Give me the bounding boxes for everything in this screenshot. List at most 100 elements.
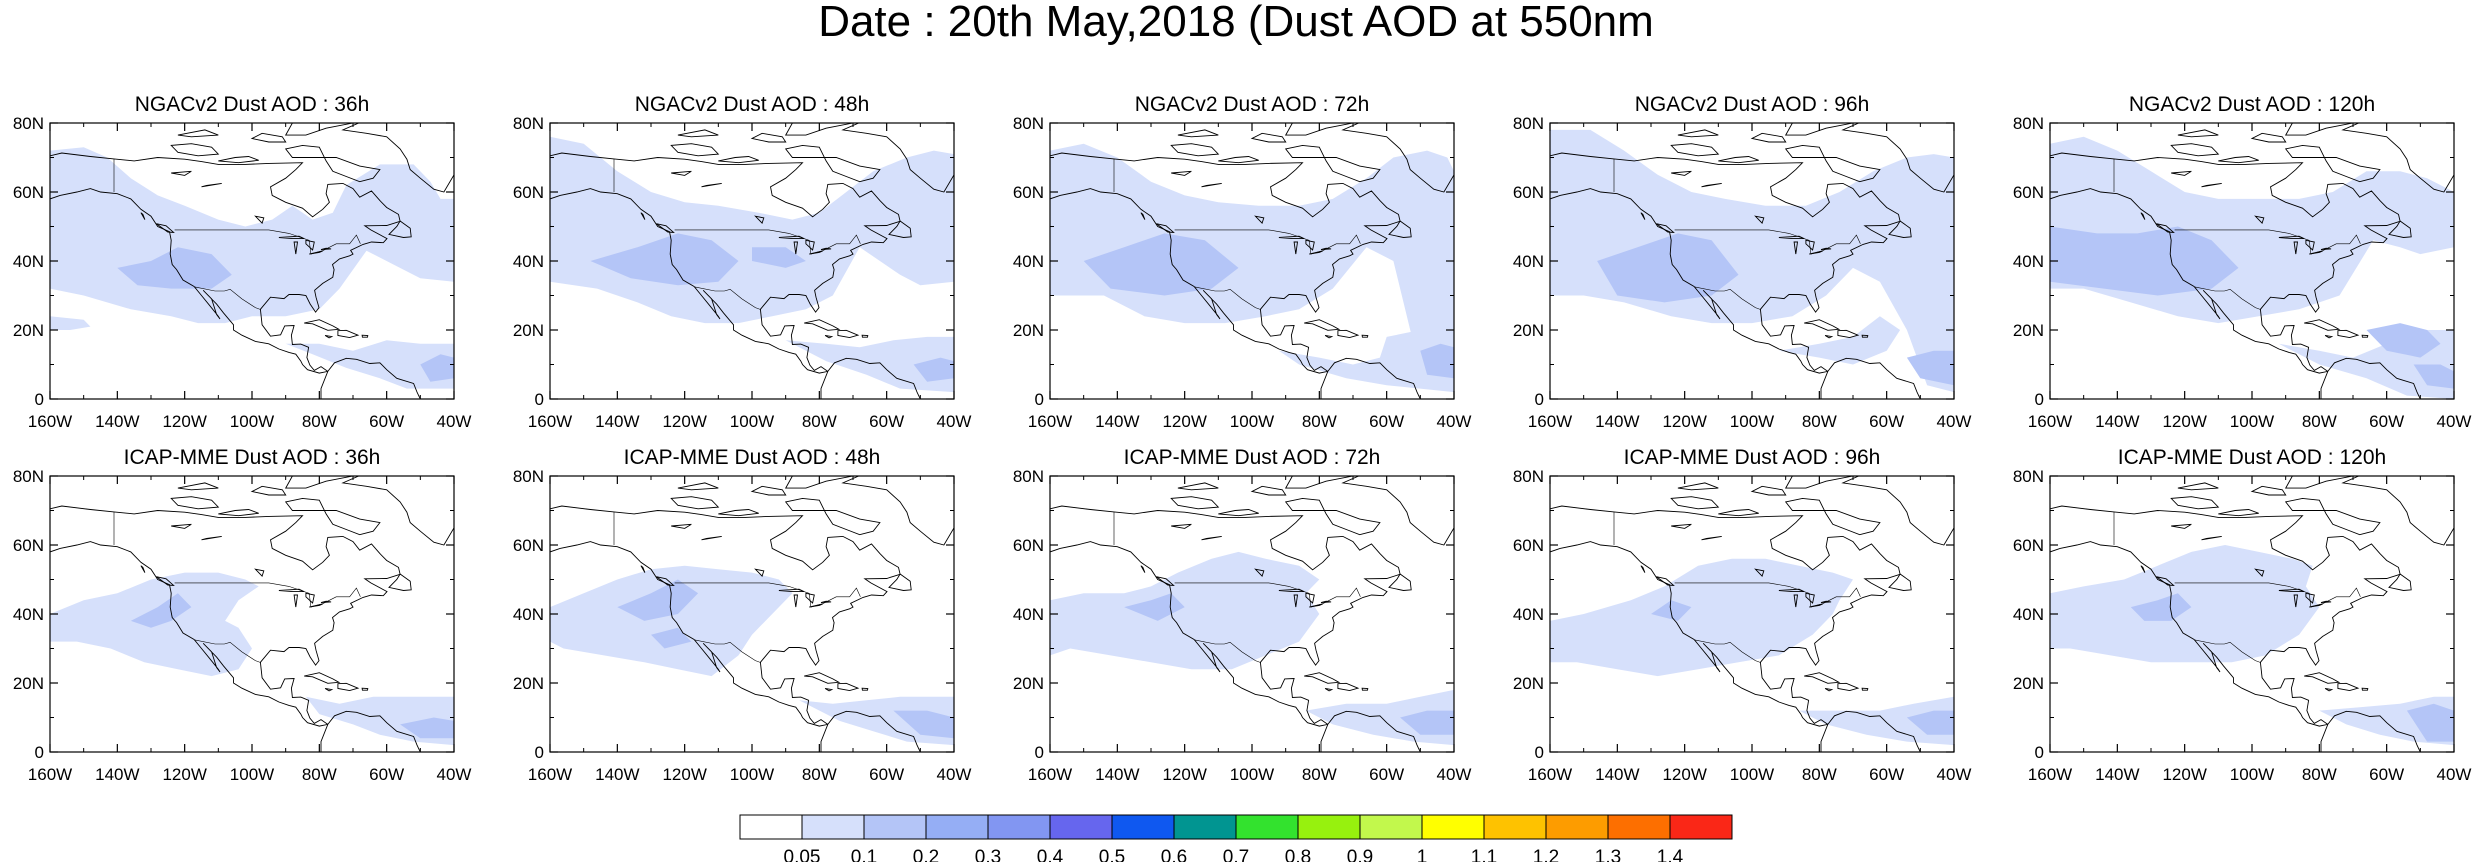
coastline (804, 319, 841, 331)
coastline (750, 132, 787, 143)
lon-tick-label: 40W (437, 765, 472, 784)
lon-tick-label: 140W (95, 765, 139, 784)
colorbar-label: 1.3 (1595, 847, 1621, 862)
coastline (1324, 688, 1334, 692)
dust-aod-field (1906, 350, 1954, 386)
coastline (1784, 144, 1881, 183)
map-panel: ICAP-MME Dust AOD : 120h 160W 140W 120W 100W… (2013, 446, 2472, 784)
lon-tick-label: 80W (2302, 412, 2337, 431)
coastline (284, 497, 381, 536)
lat-tick-label: 20N (1013, 321, 1044, 340)
lake-outline (793, 241, 799, 255)
lat-tick-label: 20N (13, 674, 44, 693)
lat-tick-label: 20N (1513, 321, 1544, 340)
colorbar-swatch (1669, 814, 1733, 840)
coastline (2304, 672, 2341, 684)
dust-aod-field (752, 247, 806, 268)
lon-tick-label: 100W (1230, 412, 1274, 431)
lake-outline (2201, 182, 2222, 188)
coastline (1670, 143, 1720, 157)
coastline (2140, 565, 2146, 573)
lon-tick-label: 100W (1730, 412, 1774, 431)
lat-tick-label: 40N (2013, 252, 2044, 271)
map-panel: ICAP-MME Dust AOD : 48h 160W 140W 120W 100W 8… (513, 446, 972, 784)
lake-outline (1805, 239, 1815, 251)
dust-aod-field (1400, 710, 1454, 735)
dust-aod-field (400, 717, 454, 739)
dust-aod-field (1550, 129, 1954, 393)
dust-aod-field (1420, 343, 1454, 379)
lake-outline (171, 523, 192, 529)
dust-aod-field (617, 579, 699, 621)
lake-outline (305, 239, 315, 251)
coastline (1050, 505, 1421, 752)
coastline (804, 672, 841, 684)
lake-outline (305, 592, 315, 604)
coastline (1324, 335, 1334, 339)
country-border (2174, 229, 2361, 255)
lon-tick-label: 140W (2095, 765, 2139, 784)
coastline (2170, 143, 2220, 157)
lake-outline (1805, 592, 1815, 604)
lon-tick-label: 120W (1162, 412, 1206, 431)
lon-tick-label: 160W (1528, 412, 1572, 431)
coastline (784, 144, 881, 183)
colorbar-swatch (1297, 814, 1361, 840)
lat-tick-label: 80N (1013, 467, 1044, 486)
coastline (2284, 144, 2381, 183)
lon-tick-label: 100W (2230, 765, 2274, 784)
dust-aod-field (420, 354, 454, 382)
country-border (1194, 286, 1261, 310)
coastline (888, 220, 912, 238)
lat-tick-label: 40N (513, 605, 544, 624)
lat-tick-label: 60N (513, 536, 544, 555)
lake-outline (1754, 215, 1765, 224)
coastline (718, 509, 759, 517)
lon-tick-label: 60W (2369, 765, 2404, 784)
coastline (1361, 334, 1369, 338)
coastline (1824, 335, 1834, 339)
lon-tick-label: 60W (369, 412, 404, 431)
lake-outline (1701, 535, 1722, 541)
dust-aod-field (893, 710, 954, 739)
lake-outline (754, 215, 765, 224)
coastline (2341, 476, 2454, 546)
lon-tick-label: 60W (1369, 412, 1404, 431)
colorbar-label: 1.1 (1471, 847, 1497, 862)
coastline (1784, 123, 1854, 136)
coastline (2218, 509, 2259, 517)
lake-outline (754, 568, 765, 577)
country-border (174, 229, 361, 255)
coastline (837, 682, 860, 692)
country-border (194, 286, 261, 310)
coastline (2156, 576, 2175, 586)
colorbar-swatch (1049, 814, 1113, 840)
lon-tick-label: 40W (2437, 412, 2472, 431)
lake-outline (2305, 239, 2315, 251)
lon-tick-label: 100W (230, 765, 274, 784)
coastline (824, 335, 834, 339)
lake-outline (2293, 594, 2299, 608)
lon-tick-label: 160W (1028, 765, 1072, 784)
colorbar-swatch (925, 814, 989, 840)
lat-tick-label: 60N (13, 183, 44, 202)
panel-title: NGACv2 Dust AOD : 120h (2129, 93, 2375, 116)
dust-aod-field (1050, 551, 1320, 670)
dust-aod-field (1050, 143, 1454, 379)
lat-tick-label: 80N (2013, 114, 2044, 133)
coastline (170, 496, 220, 510)
lat-tick-label: 0 (1035, 390, 1044, 409)
coastline (837, 329, 860, 339)
lake-outline (1254, 568, 1265, 577)
lon-tick-label: 120W (162, 765, 206, 784)
dust-aod-field (1083, 233, 1239, 296)
lat-tick-label: 0 (535, 390, 544, 409)
coastline (1888, 220, 1912, 238)
colorbar-swatch (1111, 814, 1175, 840)
lon-tick-label: 40W (2437, 765, 2472, 784)
coastline (304, 319, 341, 331)
coastline (1550, 505, 1921, 752)
lat-tick-label: 60N (1513, 183, 1544, 202)
lat-tick-label: 0 (2035, 390, 2044, 409)
country-border (694, 639, 761, 663)
